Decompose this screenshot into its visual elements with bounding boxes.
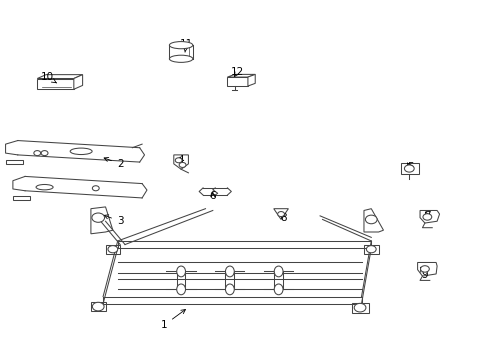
Polygon shape — [363, 244, 378, 253]
Text: 11: 11 — [179, 40, 192, 52]
Circle shape — [108, 246, 118, 253]
Circle shape — [92, 213, 104, 222]
Text: 10: 10 — [41, 72, 56, 83]
Polygon shape — [419, 211, 439, 223]
Text: 7: 7 — [423, 211, 430, 221]
Circle shape — [277, 212, 284, 217]
Polygon shape — [105, 244, 120, 253]
Ellipse shape — [169, 41, 192, 49]
Ellipse shape — [36, 184, 53, 190]
Polygon shape — [227, 75, 255, 77]
Polygon shape — [173, 155, 188, 169]
Polygon shape — [37, 75, 82, 78]
Text: 8: 8 — [280, 213, 286, 222]
Text: 5: 5 — [406, 162, 413, 172]
Polygon shape — [247, 75, 255, 86]
Polygon shape — [351, 303, 368, 313]
Circle shape — [92, 302, 104, 311]
Circle shape — [422, 214, 431, 220]
Text: 12: 12 — [230, 67, 244, 77]
Circle shape — [41, 150, 48, 156]
Polygon shape — [417, 262, 436, 276]
Circle shape — [365, 215, 376, 224]
Ellipse shape — [176, 266, 185, 277]
Text: 4: 4 — [178, 155, 184, 165]
Ellipse shape — [169, 55, 192, 62]
Ellipse shape — [70, 148, 92, 154]
Polygon shape — [227, 77, 247, 86]
Text: 6: 6 — [209, 191, 216, 201]
Polygon shape — [363, 209, 383, 232]
Text: 9: 9 — [419, 267, 427, 280]
Polygon shape — [91, 302, 105, 311]
Polygon shape — [37, 78, 74, 89]
Ellipse shape — [176, 284, 185, 295]
Polygon shape — [91, 207, 113, 234]
Circle shape — [175, 158, 182, 163]
Ellipse shape — [274, 284, 283, 295]
Circle shape — [353, 303, 365, 312]
Circle shape — [404, 165, 413, 172]
Circle shape — [179, 162, 185, 167]
Polygon shape — [273, 209, 288, 220]
Circle shape — [366, 246, 375, 253]
Text: 2: 2 — [104, 157, 123, 169]
Ellipse shape — [225, 266, 234, 277]
Circle shape — [420, 266, 428, 272]
Polygon shape — [400, 163, 418, 174]
Text: 3: 3 — [104, 215, 123, 226]
Polygon shape — [5, 160, 22, 164]
Ellipse shape — [274, 266, 283, 277]
Polygon shape — [13, 196, 30, 200]
Polygon shape — [74, 75, 82, 89]
Text: 1: 1 — [161, 310, 185, 330]
Circle shape — [34, 150, 41, 156]
Ellipse shape — [225, 284, 234, 295]
Circle shape — [92, 186, 99, 191]
